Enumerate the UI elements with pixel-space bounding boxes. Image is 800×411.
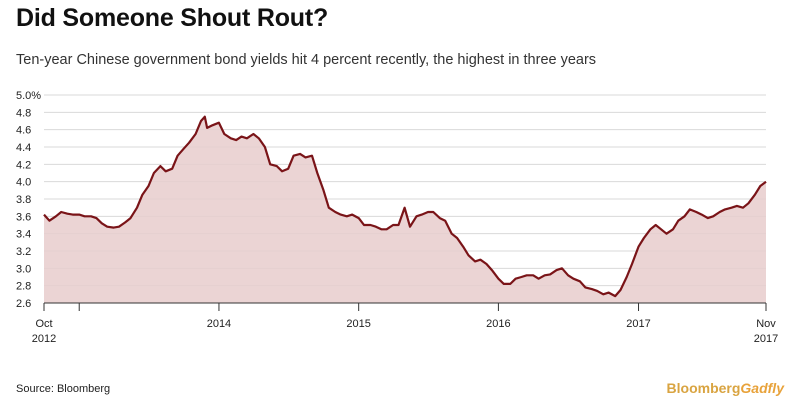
brand-part-1: Bloomberg: [666, 380, 741, 396]
y-tick-label: 3.6: [16, 211, 31, 223]
x-tick-label: 2015: [346, 318, 370, 330]
y-tick-label: 3.2: [16, 246, 31, 258]
x-axis: [43, 302, 767, 311]
x-tick-label-year: 2017: [754, 333, 778, 345]
brand-part-2: Gadfly: [740, 380, 784, 396]
x-tick-label: Nov: [756, 318, 776, 330]
chart-subtitle: Ten-year Chinese government bond yields …: [16, 52, 597, 68]
x-axis-labels: Oct 2012 2014 2015 2016 2017 Nov 2017: [32, 318, 778, 345]
y-tick-label: 4.0: [16, 177, 31, 189]
chart-title: Did Someone Shout Rout?: [16, 4, 329, 32]
x-tick-label: Oct: [35, 318, 52, 330]
x-tick-label: 2017: [626, 318, 650, 330]
y-tick-label: 2.8: [16, 281, 31, 293]
x-tick-label-year: 2012: [32, 333, 56, 345]
x-tick-label: 2014: [207, 318, 231, 330]
yield-line: [43, 115, 767, 298]
y-tick-label: 2.6: [16, 298, 31, 310]
y-tick-label: 4.8: [16, 107, 31, 119]
brand-logo: BloombergGadfly: [667, 380, 784, 396]
y-axis-labels: 5.0% 4.8 4.6 4.4 4.2 4.0 3.8 3.6 3.4 3.2 3.0 2.8 2.6: [16, 90, 41, 310]
y-tick-label: 3.4: [16, 229, 31, 241]
y-tick-label: 3.8: [16, 194, 31, 206]
x-tick-label: 2016: [486, 318, 510, 330]
y-tick-label: 4.6: [16, 125, 31, 137]
y-tick-label: 3.0: [16, 263, 31, 275]
y-tick-label: 5.0%: [16, 90, 41, 102]
source-note: Source: Bloomberg: [16, 383, 111, 395]
y-tick-label: 4.2: [16, 159, 31, 171]
y-tick-label: 4.4: [16, 142, 31, 154]
